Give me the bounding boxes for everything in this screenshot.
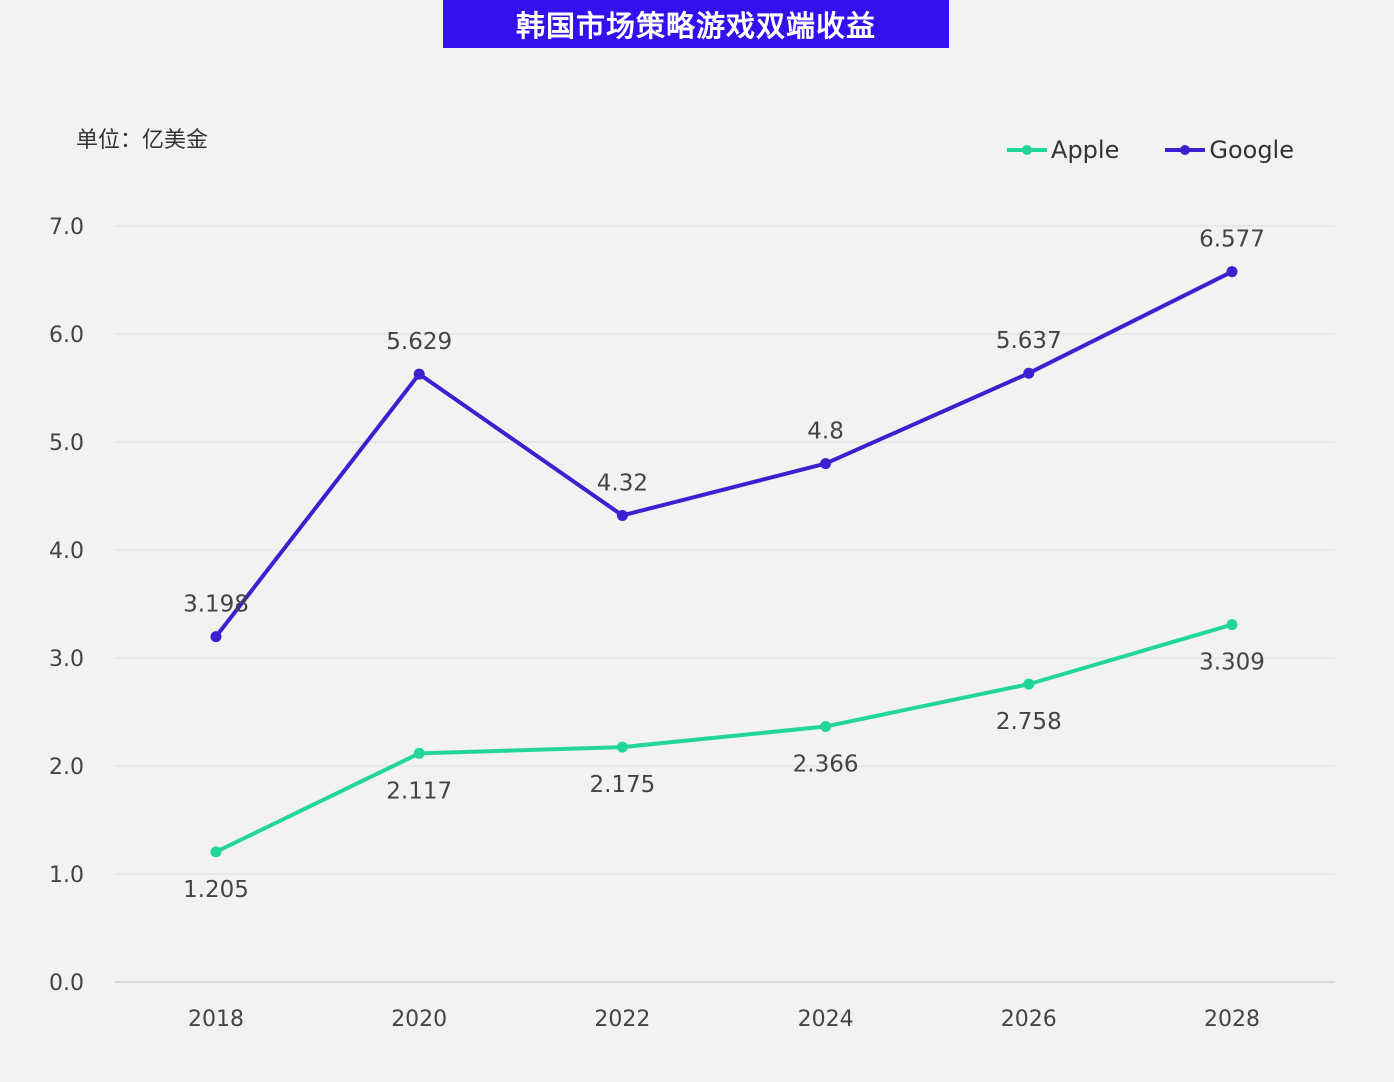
data-point-google — [210, 631, 222, 643]
unit-label: 单位：亿美金 — [76, 128, 209, 153]
legend-google-icon — [1165, 145, 1206, 155]
data-label-google: 6.577 — [1199, 227, 1265, 253]
data-label-google: 5.637 — [996, 328, 1062, 354]
data-label-apple: 3.309 — [1199, 650, 1265, 676]
data-point-apple — [1226, 619, 1238, 631]
y-tick-label: 4.0 — [49, 539, 84, 564]
legend-apple-icon — [1007, 145, 1048, 155]
legend-google: Google — [1163, 136, 1294, 164]
data-point-apple — [616, 741, 628, 753]
data-label-apple: 2.758 — [996, 709, 1062, 735]
y-tick-label: 7.0 — [49, 215, 84, 240]
data-label-apple: 1.205 — [183, 877, 249, 903]
data-label-google: 3.198 — [183, 592, 249, 618]
data-point-google — [820, 458, 832, 470]
data-point-apple — [413, 747, 425, 759]
y-tick-label: 3.0 — [49, 647, 84, 672]
data-point-google — [616, 509, 628, 521]
data-label-google: 5.629 — [386, 329, 452, 355]
x-tick-label: 2024 — [798, 1007, 854, 1032]
chart-title: 韩国市场策略游戏双端收益 — [443, 0, 949, 48]
legend-apple: Apple — [1005, 136, 1119, 164]
x-tick-label: 2026 — [1001, 1007, 1057, 1032]
legend: Apple Google — [1005, 136, 1294, 164]
x-tick-label: 2018 — [188, 1007, 244, 1032]
data-point-apple — [210, 846, 222, 858]
legend-apple-label: Apple — [1051, 136, 1120, 164]
data-label-apple: 2.175 — [589, 772, 655, 798]
y-tick-label: 1.0 — [49, 863, 84, 888]
series-line-apple — [215, 622, 1233, 854]
x-tick-label: 2022 — [594, 1007, 650, 1032]
y-tick-label: 5.0 — [49, 431, 84, 456]
data-label-google: 4.8 — [807, 419, 844, 445]
y-tick-label: 2.0 — [49, 755, 84, 780]
data-point-google — [413, 368, 425, 380]
data-label-google: 4.32 — [597, 470, 648, 496]
data-point-google — [1226, 266, 1238, 278]
series-line-google — [214, 269, 1233, 638]
legend-google-label: Google — [1209, 136, 1294, 164]
data-point-apple — [820, 720, 832, 732]
data-label-apple: 2.117 — [386, 778, 452, 804]
data-point-apple — [1023, 678, 1035, 690]
x-tick-label: 2020 — [391, 1007, 447, 1032]
y-tick-label: 6.0 — [49, 323, 84, 348]
x-tick-label: 2028 — [1204, 1007, 1260, 1032]
data-point-google — [1023, 367, 1035, 379]
data-label-apple: 2.366 — [793, 751, 859, 777]
y-tick-label: 0.0 — [49, 971, 84, 996]
